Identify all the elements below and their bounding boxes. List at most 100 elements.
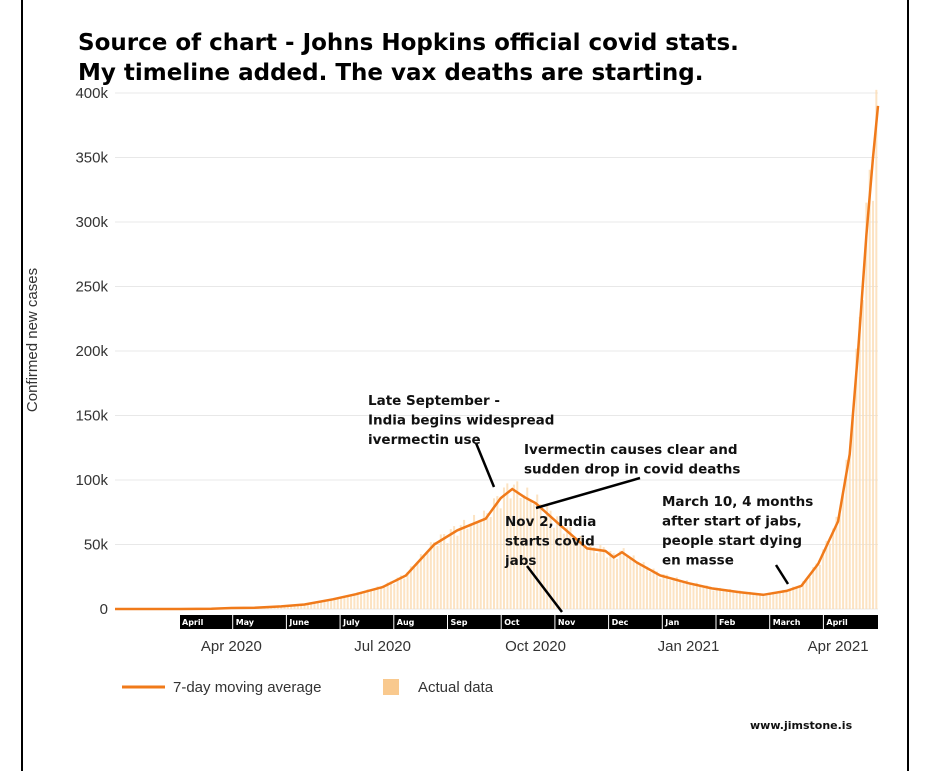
y-tick-label: 300k <box>75 214 108 231</box>
legend-bar-swatch <box>383 679 399 695</box>
actual-data-bar <box>426 552 429 609</box>
actual-data-bar <box>519 498 522 609</box>
actual-data-bar <box>729 589 732 609</box>
annotation-text: jabs <box>504 553 536 569</box>
actual-data-bar <box>612 553 615 609</box>
actual-data-bar <box>596 553 599 609</box>
actual-data-bar <box>659 578 662 609</box>
actual-data-bar <box>366 589 369 609</box>
annotation-text: Ivermectin causes clear and <box>524 442 738 458</box>
actual-data-bar <box>592 547 595 609</box>
actual-data-bar <box>662 574 665 609</box>
y-axis-label: Confirmed new cases <box>24 268 41 412</box>
actual-data-bar <box>858 316 861 609</box>
actual-data-bar <box>572 538 575 609</box>
actual-data-bar <box>283 605 286 609</box>
actual-data-bar <box>649 572 652 609</box>
actual-data-bar <box>589 542 592 609</box>
actual-data-bar <box>772 591 775 609</box>
annotation-text: people start dying <box>662 533 802 549</box>
actual-data-bar <box>795 587 798 609</box>
x-tick-label: Oct 2020 <box>505 638 566 655</box>
actual-data-bar <box>752 593 755 609</box>
actual-data-bar <box>802 581 805 609</box>
actual-data-bar <box>832 528 835 609</box>
actual-data-bar <box>792 586 795 609</box>
actual-data-bar <box>642 562 645 609</box>
actual-data-bar <box>579 535 582 609</box>
actual-data-bar <box>762 593 765 609</box>
actual-data-bar <box>862 300 865 609</box>
actual-data-bar <box>529 499 532 609</box>
actual-data-bar <box>316 602 319 609</box>
annotation-text: sudden drop in covid deaths <box>524 462 740 478</box>
actual-data-bar <box>669 580 672 609</box>
actual-data-bar <box>566 527 569 609</box>
actual-data-bar <box>363 591 366 609</box>
actual-data-bar <box>715 587 718 609</box>
legend-actual-data: Actual data <box>418 679 494 696</box>
actual-data-bar <box>290 605 293 609</box>
actual-data-bar <box>459 525 462 609</box>
actual-data-bar <box>429 542 432 609</box>
y-tick-label: 150k <box>75 408 108 425</box>
actual-data-bar <box>725 589 728 609</box>
annotation-text: starts covid <box>505 534 595 550</box>
actual-data-bar <box>739 590 742 609</box>
actual-data-bar <box>496 496 499 609</box>
actual-data-bar <box>393 583 396 609</box>
actual-data-bar <box>546 505 549 609</box>
actual-data-bar <box>798 586 801 609</box>
actual-data-bar <box>865 202 868 609</box>
actual-data-bar <box>379 586 382 609</box>
actual-data-bar <box>625 557 628 609</box>
month-label: Sep <box>451 618 468 627</box>
actual-data-bar <box>336 597 339 609</box>
actual-data-bar <box>855 348 858 609</box>
actual-data-bar <box>685 580 688 609</box>
annotation-text: Nov 2, India <box>505 514 596 530</box>
actual-data-bar <box>818 564 821 609</box>
actual-data-bar <box>333 598 336 609</box>
annotation-pointer <box>774 564 790 585</box>
y-tick-label: 100k <box>75 472 108 489</box>
x-tick-label: Jan 2021 <box>658 638 720 655</box>
actual-data-bar <box>293 605 296 609</box>
actual-data-bar <box>419 554 422 609</box>
actual-data-bar <box>825 540 828 609</box>
actual-data-bar <box>403 578 406 609</box>
actual-data-bar <box>383 587 386 609</box>
actual-data-bar <box>542 515 545 609</box>
legend-moving-average: 7-day moving average <box>173 679 321 696</box>
actual-data-bar <box>532 504 535 609</box>
actual-data-bar <box>719 587 722 609</box>
month-label: April <box>182 618 204 627</box>
actual-data-bar <box>699 584 702 609</box>
actual-data-bar <box>778 591 781 609</box>
month-strip <box>180 615 878 629</box>
actual-data-bar <box>775 593 778 609</box>
actual-data-bar <box>655 571 658 609</box>
actual-data-bar <box>296 605 299 609</box>
actual-data-bar <box>423 555 426 609</box>
actual-data-bar <box>549 510 552 609</box>
actual-data-bar <box>872 200 875 609</box>
actual-data-bar <box>476 521 479 609</box>
actual-data-bar <box>409 566 412 609</box>
actual-data-bar <box>353 593 356 609</box>
actual-data-bar <box>310 603 313 609</box>
actual-data-bar <box>433 542 436 609</box>
actual-data-bar <box>765 595 768 609</box>
actual-data-bar <box>539 503 542 609</box>
actual-data-bar <box>875 89 878 609</box>
actual-data-bar <box>473 514 476 609</box>
actual-data-bar <box>645 566 648 609</box>
month-label: Feb <box>719 618 736 627</box>
actual-data-bar <box>569 526 572 609</box>
actual-data-bar <box>735 591 738 609</box>
actual-data-bar <box>815 563 818 609</box>
actual-data-bar <box>356 592 359 609</box>
actual-data-bar <box>842 490 845 609</box>
month-label: July <box>342 618 360 627</box>
actual-data-bar <box>782 589 785 609</box>
